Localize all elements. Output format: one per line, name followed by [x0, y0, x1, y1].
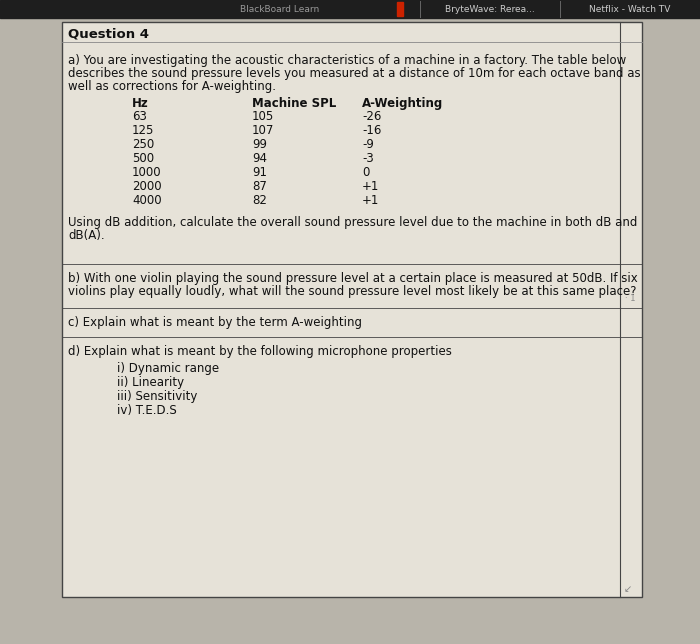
- Text: 125: 125: [132, 124, 155, 137]
- Text: 91: 91: [252, 166, 267, 179]
- Text: 87: 87: [252, 180, 267, 193]
- Text: 250: 250: [132, 138, 154, 151]
- Text: -9: -9: [362, 138, 374, 151]
- Text: · 1: · 1: [625, 294, 636, 303]
- Text: violins play equally loudly, what will the sound pressure level most likely be a: violins play equally loudly, what will t…: [68, 285, 636, 298]
- Text: 1000: 1000: [132, 166, 162, 179]
- Bar: [62, 22, 642, 597]
- Text: d) Explain what is meant by the following microphone properties: d) Explain what is meant by the followin…: [68, 345, 452, 358]
- Text: Hz: Hz: [132, 97, 148, 110]
- Text: 107: 107: [252, 124, 274, 137]
- Text: 2000: 2000: [132, 180, 162, 193]
- Text: +1: +1: [362, 194, 379, 207]
- Text: BlackBoard Learn: BlackBoard Learn: [240, 5, 320, 14]
- Text: 63: 63: [132, 110, 147, 123]
- Text: 105: 105: [252, 110, 274, 123]
- Text: BryteWave: Rerea...: BryteWave: Rerea...: [445, 5, 535, 14]
- Text: a) You are investigating the acoustic characteristics of a machine in a factory.: a) You are investigating the acoustic ch…: [68, 54, 626, 67]
- Text: Using dB addition, calculate the overall sound pressure level due to the machine: Using dB addition, calculate the overall…: [68, 216, 638, 229]
- Text: i) Dynamic range: i) Dynamic range: [117, 362, 219, 375]
- Bar: [397, 2, 403, 16]
- Text: dB(A).: dB(A).: [68, 229, 104, 242]
- Text: b) With one violin playing the sound pressure level at a certain place is measur: b) With one violin playing the sound pre…: [68, 272, 638, 285]
- Text: -26: -26: [362, 110, 382, 123]
- Text: Netflix - Watch TV: Netflix - Watch TV: [589, 5, 671, 14]
- Text: describes the sound pressure levels you measured at a distance of 10m for each o: describes the sound pressure levels you …: [68, 67, 640, 80]
- Text: -16: -16: [362, 124, 382, 137]
- Text: iv) T.E.D.S: iv) T.E.D.S: [117, 404, 176, 417]
- Text: 4000: 4000: [132, 194, 162, 207]
- Text: ii) Linearity: ii) Linearity: [117, 376, 184, 389]
- Text: 94: 94: [252, 152, 267, 165]
- Text: -3: -3: [362, 152, 374, 165]
- Text: +1: +1: [362, 180, 379, 193]
- Text: c) Explain what is meant by the term A-weighting: c) Explain what is meant by the term A-w…: [68, 316, 362, 329]
- Text: 99: 99: [252, 138, 267, 151]
- Text: iii) Sensitivity: iii) Sensitivity: [117, 390, 197, 403]
- Text: ↙: ↙: [624, 584, 632, 594]
- Text: well as corrections for A-weighting.: well as corrections for A-weighting.: [68, 80, 276, 93]
- Bar: [0, 0, 700, 18]
- Text: Question 4: Question 4: [68, 28, 149, 41]
- Text: Machine SPL: Machine SPL: [252, 97, 336, 110]
- Text: 82: 82: [252, 194, 267, 207]
- Text: 500: 500: [132, 152, 154, 165]
- Text: 0: 0: [362, 166, 370, 179]
- Text: A-Weighting: A-Weighting: [362, 97, 443, 110]
